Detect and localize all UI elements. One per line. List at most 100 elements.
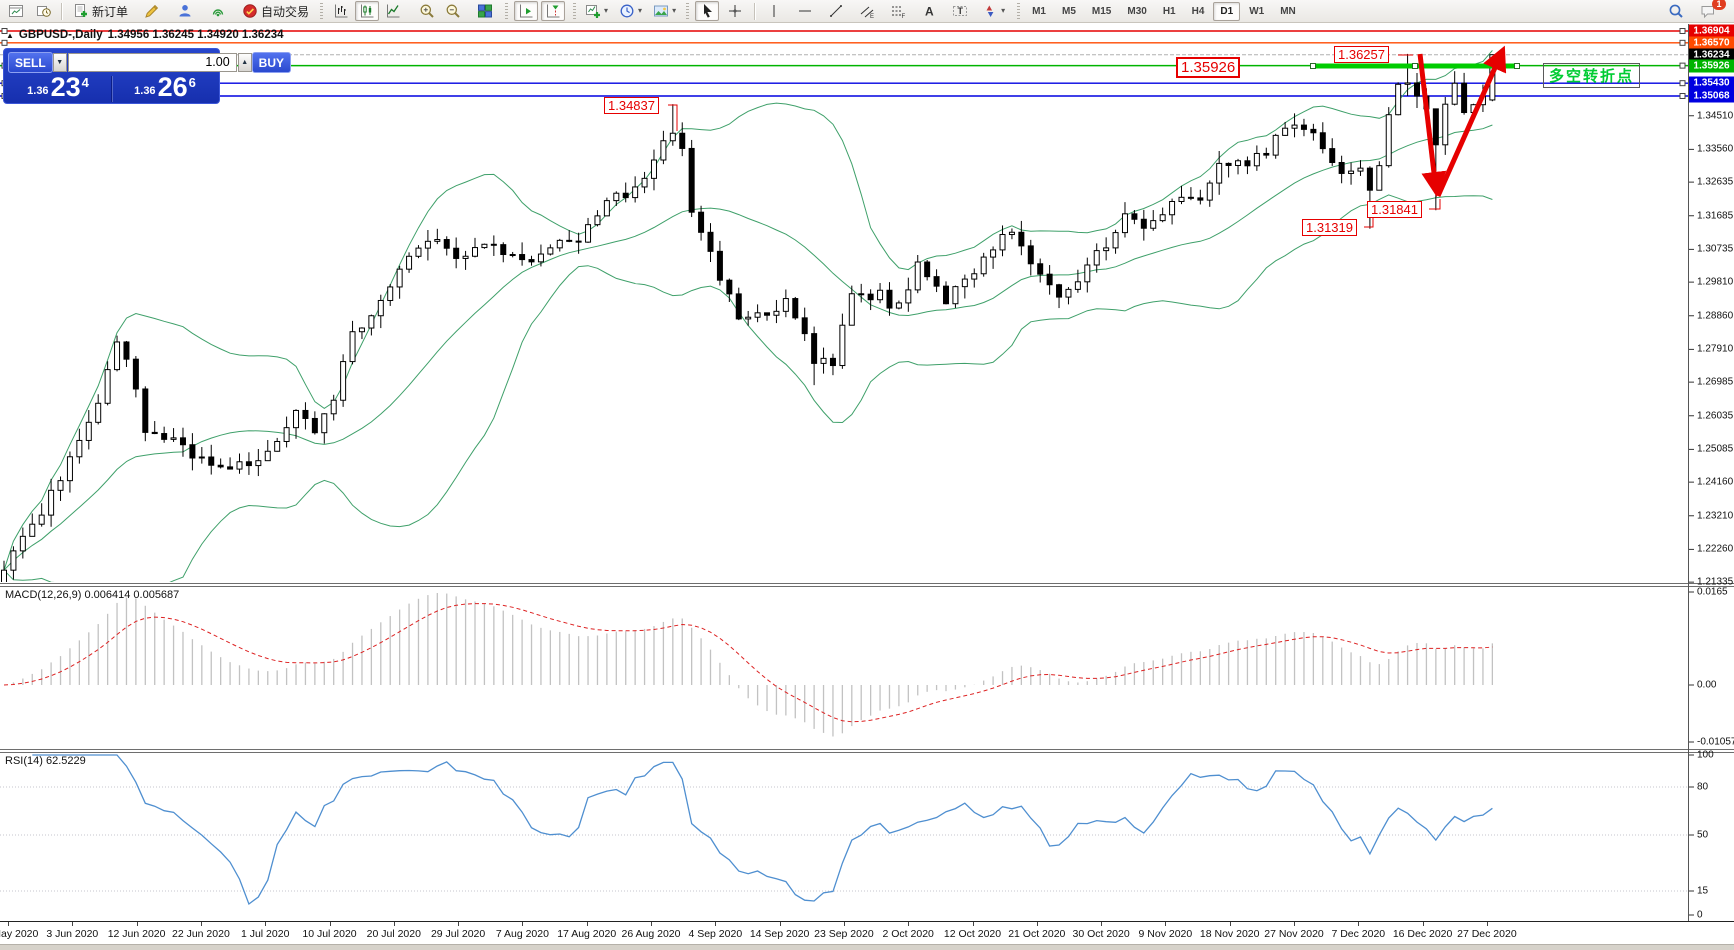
candle-body bbox=[905, 289, 912, 304]
line-selection-handle[interactable] bbox=[1679, 80, 1686, 87]
line-selection-handle[interactable] bbox=[1, 39, 8, 46]
chat-button[interactable]: 1 bbox=[1696, 0, 1726, 21]
annotation-arrow-up[interactable] bbox=[1435, 45, 1507, 198]
candle-body bbox=[377, 299, 384, 317]
candle-body bbox=[387, 286, 394, 301]
trend-segment-handle[interactable] bbox=[1514, 63, 1520, 69]
price-tag-1.34837[interactable]: 1.34837 bbox=[604, 97, 659, 114]
bar-chart-button[interactable] bbox=[329, 1, 353, 21]
volume-input[interactable] bbox=[67, 53, 237, 72]
timeframe-h4-button[interactable]: H4 bbox=[1191, 5, 1205, 17]
candle-body bbox=[745, 316, 752, 320]
autotrading-button[interactable]: 自动交易 bbox=[239, 1, 312, 21]
timeframe-d1-button[interactable]: D1 bbox=[1213, 1, 1241, 21]
new-order-button[interactable]: 新订单 bbox=[70, 1, 131, 21]
fibo-icon: F bbox=[892, 6, 906, 19]
date-tick bbox=[8, 922, 9, 926]
dropdown-caret-icon: ▾ bbox=[672, 6, 677, 15]
date-tick bbox=[1165, 922, 1167, 926]
rsi-pane-splitter[interactable] bbox=[0, 749, 1734, 750]
line-selection-handle[interactable] bbox=[1679, 62, 1686, 69]
strategy-tester-button[interactable] bbox=[32, 1, 56, 21]
volume-decrease-button[interactable]: ▼ bbox=[52, 53, 67, 72]
timeframe-mn-button[interactable]: MN bbox=[1280, 5, 1296, 17]
line-selection-handle[interactable] bbox=[1679, 92, 1686, 99]
text-label-button[interactable]: T bbox=[948, 1, 972, 21]
date-label: 27 Dec 2020 bbox=[1457, 928, 1517, 940]
pivot-point-text[interactable]: 多空转折点 bbox=[1543, 63, 1641, 88]
timeframe-m5-button[interactable]: M5 bbox=[1062, 5, 1076, 17]
horizontal-line-button[interactable] bbox=[793, 1, 817, 21]
buy-button[interactable]: BUY bbox=[251, 52, 292, 73]
date-label: 12 Oct 2020 bbox=[943, 928, 1002, 940]
text-button[interactable]: A bbox=[917, 1, 941, 21]
fibonacci-button[interactable]: F bbox=[886, 1, 910, 21]
sell-price[interactable]: 1.36 23 4 bbox=[5, 74, 111, 102]
trendline-button[interactable] bbox=[824, 1, 848, 21]
line-selection-handle[interactable] bbox=[1, 28, 8, 34]
candle-body bbox=[1310, 128, 1317, 134]
equidistant-channel-button[interactable]: E bbox=[855, 1, 879, 21]
timeframe-m15-button[interactable]: M15 bbox=[1091, 5, 1112, 17]
candle-body bbox=[990, 249, 997, 258]
price-tag-1.31319[interactable]: 1.31319 bbox=[1302, 219, 1357, 236]
axis-price-label-1.36234: 1.36234 bbox=[1689, 48, 1734, 62]
date-tick bbox=[393, 922, 395, 926]
buy-price[interactable]: 1.36 26 6 bbox=[112, 74, 218, 102]
line-selection-handle[interactable] bbox=[1679, 39, 1686, 46]
zoom-out-icon bbox=[446, 4, 460, 18]
price-tag-1.31841[interactable]: 1.31841 bbox=[1367, 201, 1422, 218]
price-tag-1.36257[interactable]: 1.36257 bbox=[1334, 46, 1389, 63]
candle-body bbox=[1291, 124, 1298, 129]
price-tag-1.35926[interactable]: 1.35926 bbox=[1176, 57, 1241, 78]
volume-increase-button[interactable]: ▲ bbox=[237, 53, 252, 72]
scroll-to-end-button[interactable] bbox=[514, 1, 539, 21]
candle-body bbox=[1121, 213, 1128, 234]
bollinger-middle-band bbox=[3, 124, 1493, 571]
bar-chart-icon bbox=[335, 4, 348, 18]
line-selection-handle[interactable] bbox=[1679, 28, 1686, 34]
text-icon: A bbox=[925, 5, 934, 19]
timeframe-h1-button[interactable]: H1 bbox=[1162, 5, 1176, 17]
annotation-arrow-down[interactable] bbox=[1417, 53, 1447, 197]
timeframe-w1-button[interactable]: W1 bbox=[1249, 5, 1265, 17]
candlestick-chart-button[interactable] bbox=[355, 1, 380, 21]
main-price-pane[interactable] bbox=[0, 28, 1688, 607]
metaeditor-button[interactable] bbox=[140, 1, 164, 21]
line-chart-button[interactable] bbox=[381, 1, 405, 21]
vertical-line-button[interactable] bbox=[762, 1, 786, 21]
signals-button[interactable] bbox=[206, 1, 230, 21]
periods-button[interactable]: ▾ bbox=[616, 1, 645, 21]
bottom-scroll-strip[interactable] bbox=[0, 944, 1734, 950]
candle-body bbox=[632, 186, 639, 199]
date-label: 27 Nov 2020 bbox=[1264, 928, 1324, 940]
zoom-in-button[interactable] bbox=[415, 1, 439, 21]
templates-button[interactable]: ▾ bbox=[650, 1, 679, 21]
cursor-button[interactable] bbox=[695, 1, 720, 21]
trend-segment-handle[interactable] bbox=[1310, 63, 1316, 69]
search-button[interactable] bbox=[1664, 1, 1688, 21]
rsi-pane[interactable] bbox=[0, 754, 1688, 906]
candle-body bbox=[726, 279, 733, 295]
candle-body bbox=[245, 461, 252, 467]
new-chart-button[interactable]: ▾ bbox=[582, 1, 611, 21]
collapse-triangle-icon[interactable]: ▲ bbox=[6, 30, 14, 40]
candle-body bbox=[481, 243, 488, 249]
arrows-button[interactable]: ▾ bbox=[979, 1, 1008, 21]
tile-windows-button[interactable] bbox=[473, 1, 497, 21]
date-label: 29 Jul 2020 bbox=[430, 928, 486, 940]
timeframe-m30-button[interactable]: M30 bbox=[1127, 5, 1147, 17]
timeframe-m1-button[interactable]: M1 bbox=[1032, 5, 1046, 17]
macd-pane[interactable] bbox=[3, 593, 1494, 737]
macd-pane-splitter[interactable] bbox=[0, 583, 1734, 584]
zoom-out-button[interactable] bbox=[441, 1, 465, 21]
trend-segment-handle[interactable] bbox=[1412, 63, 1418, 69]
community-button[interactable] bbox=[173, 1, 197, 21]
chart-shift-button[interactable] bbox=[541, 1, 566, 21]
charts-window-button[interactable] bbox=[4, 1, 28, 21]
sell-button[interactable]: SELL bbox=[8, 52, 53, 73]
candle-body bbox=[19, 535, 26, 552]
crosshair-button[interactable] bbox=[723, 1, 747, 21]
